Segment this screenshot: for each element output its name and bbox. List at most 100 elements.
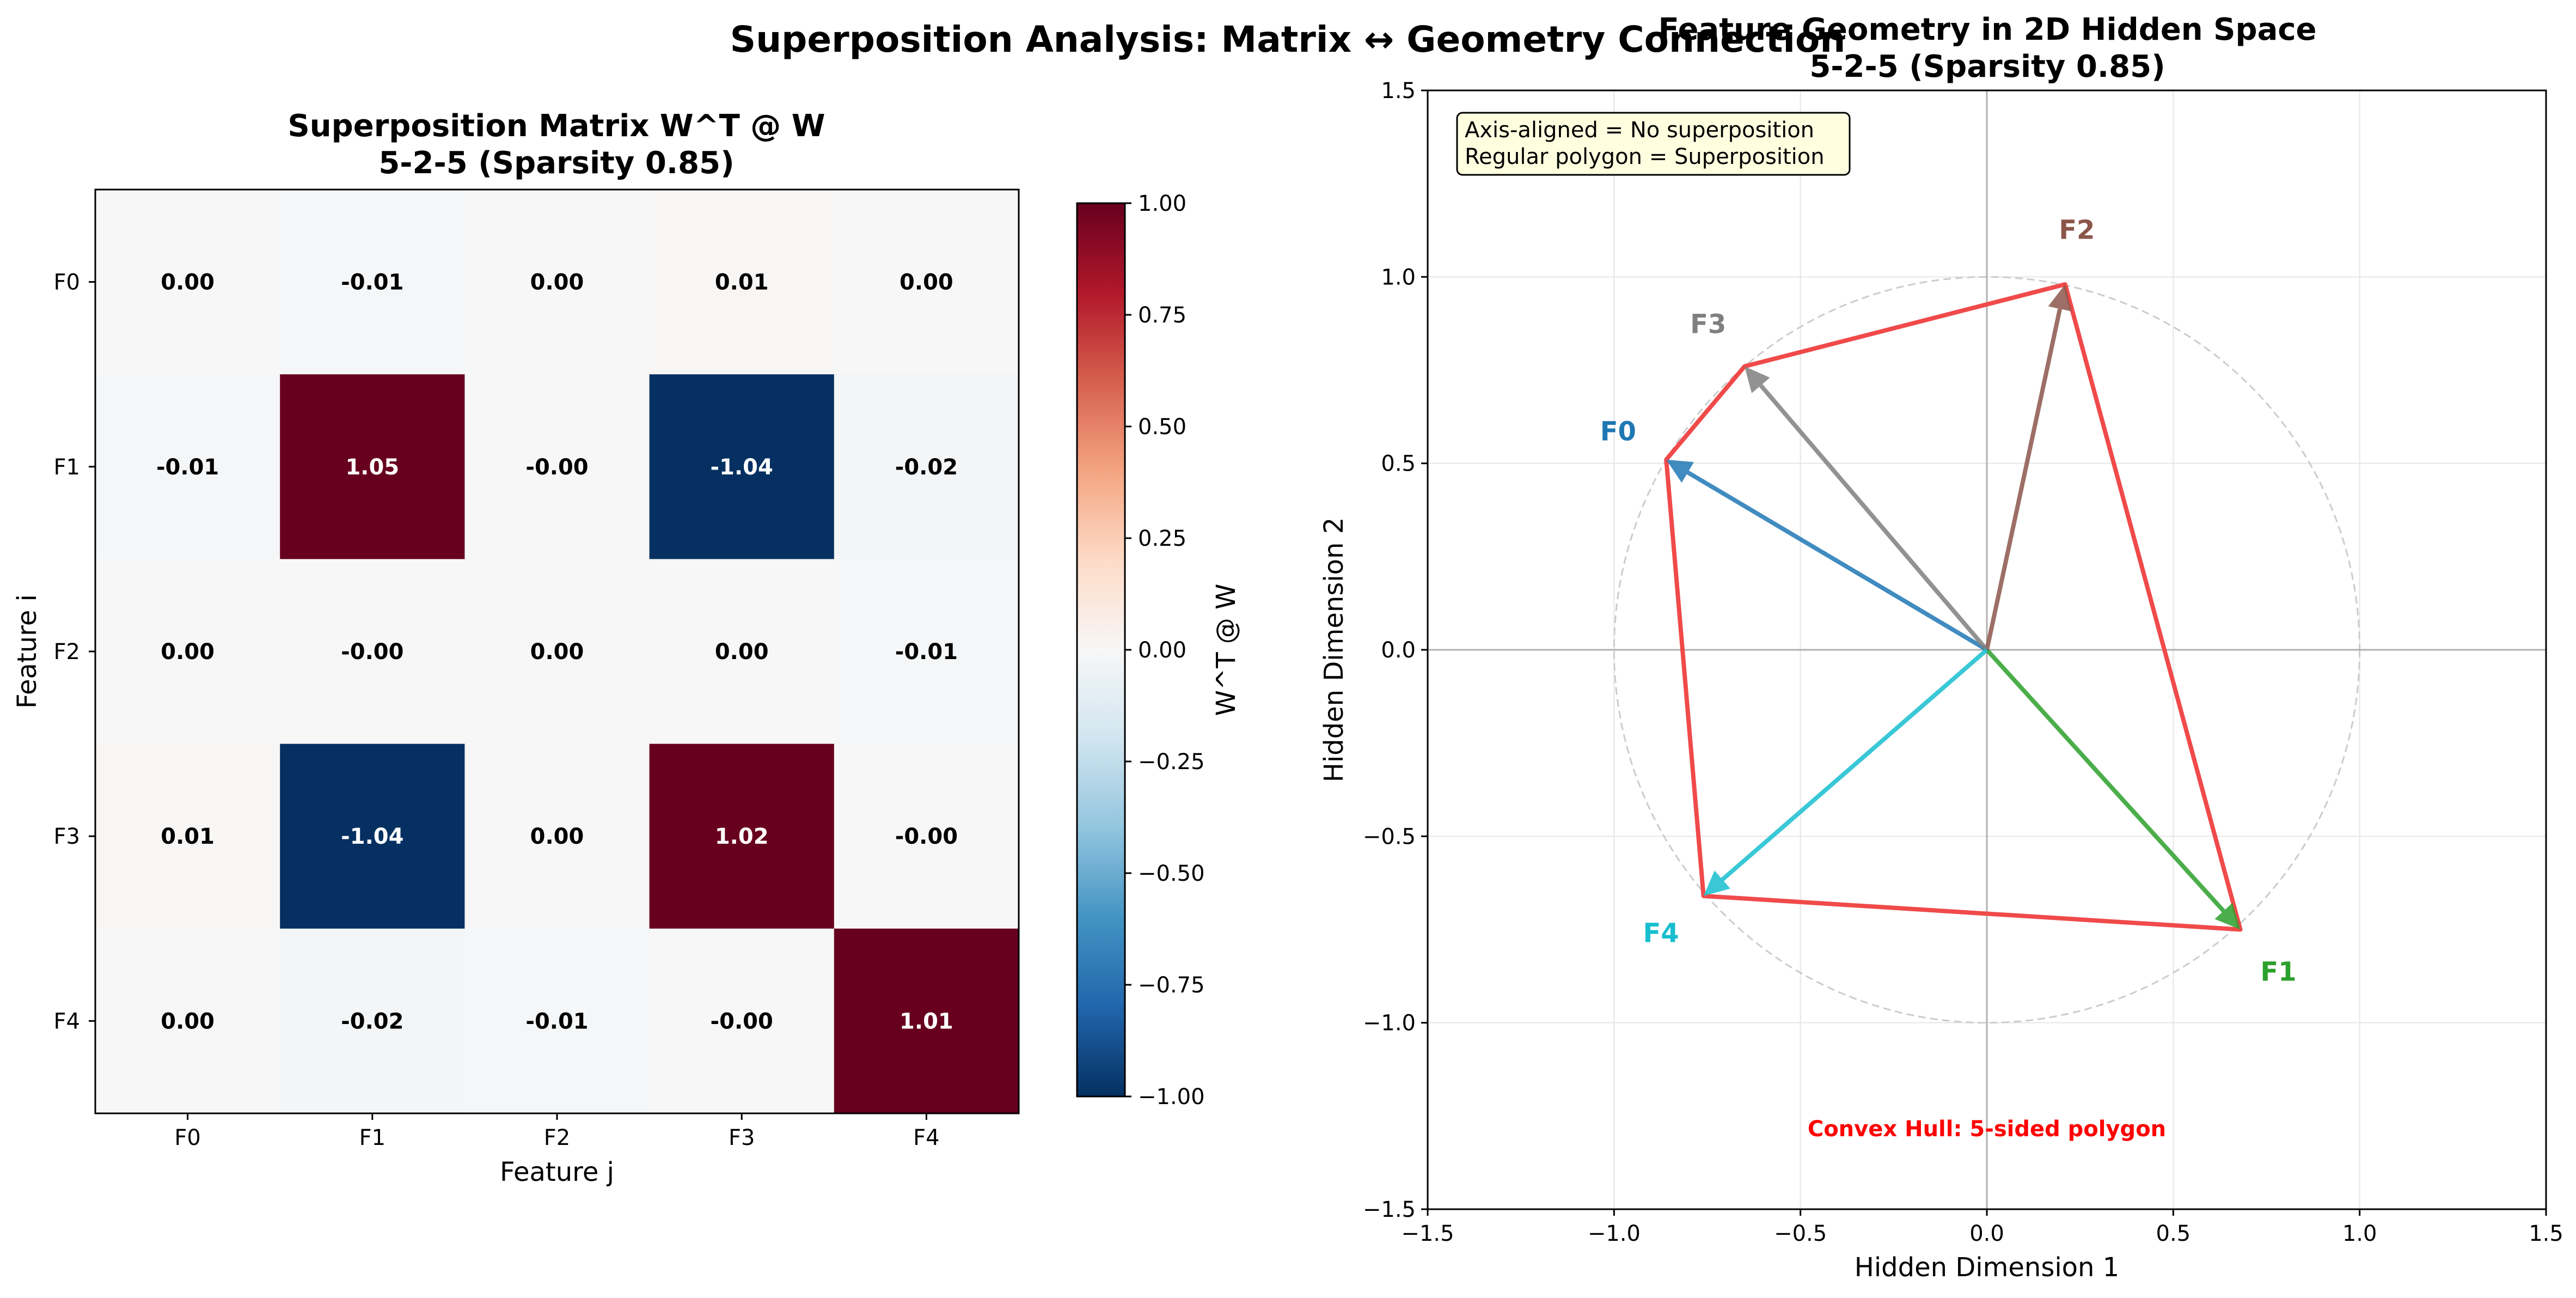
colorbar-tick-label: 0.50 — [1138, 415, 1186, 440]
heatmap-cell — [95, 928, 280, 1114]
heatmap-cell-labels: 0.00 -0.01 0.00 0.01 0.00 -0.01 1.05 -0.00 -1.04… — [156, 270, 958, 1034]
heatmap-y-tick-label: F4 — [54, 1009, 80, 1034]
heatmap-x-tick-label: F3 — [729, 1125, 755, 1150]
info-box: Axis-aligned = No superposition Regular … — [1456, 112, 1851, 176]
feature-vector-arrowhead — [2214, 903, 2241, 930]
feature-vector-arrowhead — [2048, 284, 2072, 312]
heatmap-cell-label: 0.00 — [161, 270, 215, 295]
heatmap-cell-label: 0.00 — [530, 639, 584, 665]
geometry-y-tick-label: −0.5 — [1363, 824, 1416, 849]
heatmap-cell — [464, 374, 650, 559]
heatmap-panel: Superposition Matrix W^T @ W 5-2-5 (Spar… — [12, 108, 1241, 1187]
geometry-x-tick-label: −0.5 — [1774, 1221, 1827, 1246]
heatmap-y-tick-label: F0 — [54, 270, 80, 295]
heatmap-x-tick-label: F0 — [174, 1125, 200, 1150]
feature-vector-labels: F0 F1 F2 F3 F4 — [1600, 215, 2297, 987]
heatmap-cell-label: 0.00 — [161, 639, 215, 665]
colorbar-tick-label: −0.75 — [1138, 973, 1205, 998]
geometry-x-tick-label: 1.0 — [2342, 1221, 2377, 1246]
geometry-y-tick-label: 0.0 — [1381, 638, 1416, 663]
feature-vector-label: F1 — [2260, 957, 2296, 988]
colorbar-label: W^T @ W — [1211, 584, 1241, 716]
heatmap-cell — [649, 559, 835, 745]
feature-vector-arrowhead — [1703, 870, 1730, 896]
heatmap-cell — [95, 374, 280, 559]
colorbar-tick-label: −0.25 — [1138, 749, 1205, 775]
colorbar-tick-label: −0.50 — [1138, 861, 1205, 886]
info-box-background — [1456, 112, 1851, 176]
feature-vector-shaft — [1985, 648, 2225, 913]
heatmap-cell — [649, 928, 835, 1114]
heatmap-cell — [834, 190, 1019, 375]
colorbar-ticks: 1.00 0.75 0.50 0.25 0.00 −0.25 −0.50 −0.75 −1.00 — [1125, 191, 1205, 1110]
colorbar-tick-label: 1.00 — [1138, 191, 1186, 216]
colorbar-tick-label: 0.00 — [1138, 638, 1186, 663]
feature-vector-arrowhead — [1744, 366, 1770, 393]
heatmap-cell-label: 1.05 — [345, 455, 399, 480]
feature-vector-shaft — [1686, 470, 1988, 652]
heatmap-cell — [280, 374, 465, 559]
feature-vector-label: F4 — [1643, 918, 1679, 949]
info-box-line2: Regular polygon = Superposition — [1465, 144, 1825, 169]
heatmap-cells — [95, 190, 1019, 1114]
feature-vector-label: F0 — [1600, 416, 1636, 447]
heatmap-cell-label: -0.00 — [341, 639, 403, 665]
feature-vector-label: F2 — [2059, 215, 2095, 245]
feature-vector-f0 — [1666, 459, 1988, 652]
heatmap-x-tick-label: F1 — [359, 1125, 386, 1150]
heatmap-cell — [95, 744, 280, 929]
heatmap-cell-label: 0.00 — [161, 1009, 215, 1034]
heatmap-cell-label: -0.00 — [895, 824, 958, 849]
heatmap-cell — [280, 744, 465, 929]
feature-vector-f4 — [1703, 648, 1988, 896]
geometry-x-ticks: −1.5 −1.0 −0.5 0.0 0.5 1.0 1.5 — [1401, 1209, 2563, 1246]
heatmap-y-axis-label: Feature i — [12, 594, 42, 709]
geometry-x-tick-label: −1.5 — [1401, 1221, 1454, 1246]
heatmap-cell-label: 0.00 — [900, 270, 953, 295]
heatmap-cell-label: 1.01 — [900, 1009, 953, 1034]
colorbar-tick-label: 0.25 — [1138, 526, 1186, 551]
heatmap-x-axis-label: Feature j — [500, 1157, 614, 1187]
heatmap-cell-label: 0.01 — [161, 824, 215, 849]
heatmap-cell-label: -0.02 — [341, 1009, 403, 1034]
geometry-y-tick-label: −1.0 — [1363, 1011, 1416, 1036]
geometry-title-line1: Feature Geometry in 2D Hidden Space — [1658, 12, 2316, 47]
convex-hull — [1664, 282, 2243, 932]
heatmap-y-tick-label: F3 — [54, 824, 80, 849]
heatmap-x-tick-label: F2 — [544, 1125, 570, 1150]
heatmap-cell — [95, 190, 280, 375]
heatmap-x-tick-label: F4 — [913, 1125, 939, 1150]
heatmap-cell — [464, 190, 650, 375]
heatmap-cell — [649, 374, 835, 559]
heatmap-cell — [464, 744, 650, 929]
heatmap-title-line2: 5-2-5 (Sparsity 0.85) — [378, 145, 734, 181]
geometry-panel: Feature Geometry in 2D Hidden Space 5-2-… — [1319, 12, 2563, 1283]
heatmap-cell-label: -0.01 — [895, 639, 958, 665]
colorbar-tick-label: 0.75 — [1138, 303, 1186, 328]
heatmap-cell — [464, 928, 650, 1114]
geometry-y-tick-label: 0.5 — [1381, 452, 1416, 477]
heatmap-cell-label: -0.01 — [156, 455, 219, 480]
geometry-y-axis-label: Hidden Dimension 2 — [1319, 517, 1349, 783]
heatmap-cell-label: 0.00 — [530, 270, 584, 295]
feature-vector-shaft — [1721, 648, 1988, 881]
heatmap-cell — [280, 928, 465, 1114]
heatmap-cell-label: -1.04 — [341, 824, 403, 849]
heatmap-cell — [649, 744, 835, 929]
heatmap-cell-label: -0.00 — [711, 1009, 773, 1034]
info-box-line1: Axis-aligned = No superposition — [1465, 118, 1814, 143]
feature-vector-shaft — [1759, 384, 1989, 651]
heatmap-y-ticks: F0 F1 F2 F3 F4 — [54, 270, 95, 1034]
feature-vector-arrowhead — [1666, 459, 1694, 483]
geometry-x-tick-label: −1.0 — [1588, 1221, 1641, 1246]
feature-vector-f1 — [1985, 648, 2241, 930]
heatmap-y-tick-label: F2 — [54, 639, 80, 665]
feature-vector-f3 — [1744, 366, 1989, 651]
heatmap-x-ticks: F0 F1 F2 F3 F4 — [174, 1113, 940, 1150]
heatmap-cell — [280, 190, 465, 375]
geometry-x-axis-label: Hidden Dimension 1 — [1855, 1252, 2120, 1283]
feature-vector-shaft — [1985, 308, 2063, 650]
feature-vector-label: F3 — [1690, 309, 1726, 340]
heatmap-cell — [834, 559, 1019, 745]
